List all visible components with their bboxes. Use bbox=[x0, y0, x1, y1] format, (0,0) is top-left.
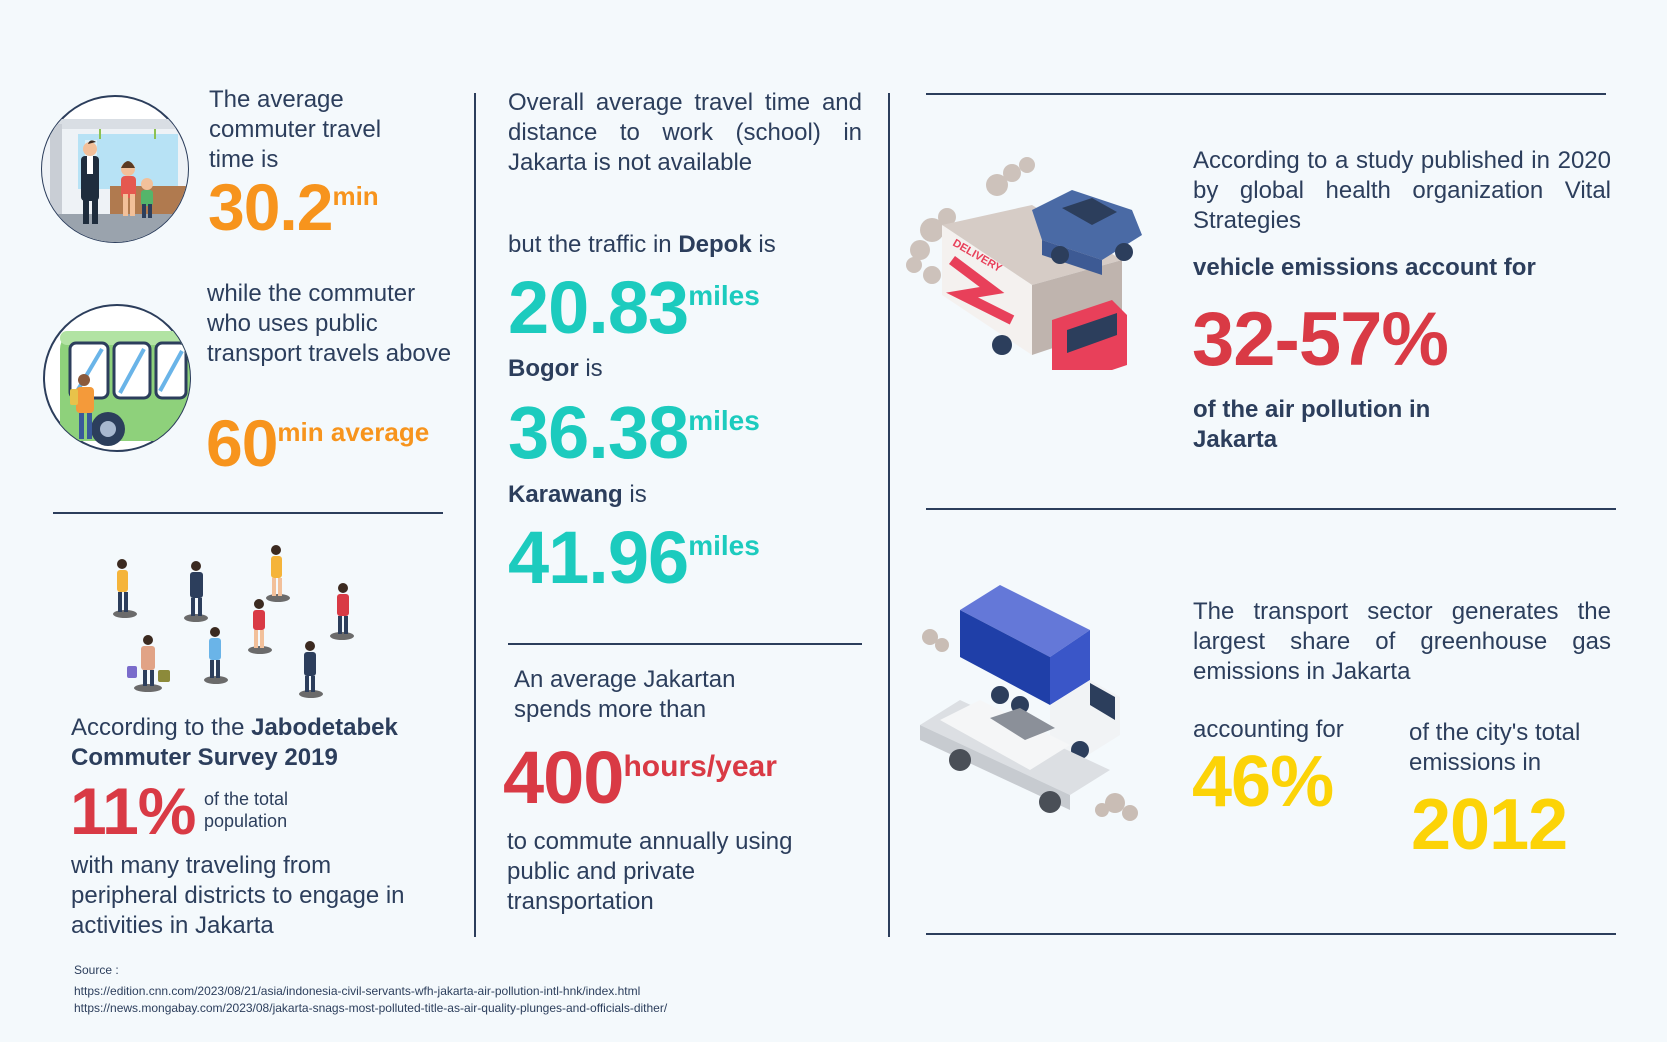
spend-intro: An average Jakartan spends more than bbox=[514, 666, 736, 723]
col3-bottom-divider bbox=[926, 933, 1616, 935]
public-transport-intro: while the commuter who uses public trans… bbox=[207, 280, 452, 367]
survey-intro: According to the Jabodetabek Commuter Su… bbox=[71, 713, 451, 773]
karawang-intro: Karawang is bbox=[508, 480, 647, 510]
bogor-intro: Bogor is bbox=[508, 354, 603, 384]
crowd-people-icon bbox=[100, 542, 370, 702]
karawang-name: Karawang bbox=[508, 481, 623, 508]
col1-divider bbox=[53, 512, 443, 514]
spend-outro: to commute annually using public and pri… bbox=[507, 828, 793, 915]
col3-mid-divider bbox=[926, 508, 1616, 510]
bus-passenger-icon bbox=[42, 303, 192, 453]
spend-stat: 400hours/year bbox=[503, 740, 777, 816]
source-link-1[interactable]: https://edition.cnn.com/2023/08/21/asia/… bbox=[74, 984, 641, 998]
depok-intro: but the traffic in Depok is bbox=[508, 230, 776, 260]
avg-travel-stat: 30.2min bbox=[208, 172, 379, 242]
spend-unit: hours/year bbox=[623, 750, 777, 783]
public-transport-unit: min average bbox=[277, 417, 430, 447]
source-label: Source : bbox=[74, 963, 119, 977]
delivery-truck-car-icon: DELIVERY bbox=[902, 155, 1172, 395]
bogor-stat: 36.38miles bbox=[508, 395, 760, 471]
overall-text: Overall average travel time and distance… bbox=[508, 89, 862, 176]
karawang-is: is bbox=[622, 481, 647, 508]
depok-name: Depok bbox=[678, 231, 752, 258]
survey-outro: with many traveling from peripheral dist… bbox=[71, 852, 405, 939]
accounting-text: accounting for bbox=[1193, 716, 1344, 743]
source-link-2[interactable]: https://news.mongabay.com/2023/08/jakart… bbox=[74, 1001, 668, 1015]
survey-unit: of the total population bbox=[204, 789, 289, 831]
karawang-unit: miles bbox=[688, 530, 760, 561]
train-commuters-icon bbox=[40, 94, 190, 244]
bogor-name: Bogor bbox=[508, 355, 579, 382]
col3-top-divider bbox=[926, 93, 1606, 95]
avg-travel-unit: min bbox=[332, 181, 379, 211]
depok-stat: 20.83miles bbox=[508, 270, 760, 346]
col-divider-right bbox=[888, 93, 890, 937]
depok-value: 20.83 bbox=[508, 266, 689, 349]
bogor-unit: miles bbox=[688, 405, 760, 436]
transport-text: The transport sector generates the large… bbox=[1193, 598, 1611, 685]
city-text: of the city's total emissions in bbox=[1409, 719, 1581, 776]
survey-value: 11% bbox=[70, 774, 196, 848]
bogor-is: is bbox=[578, 355, 603, 382]
public-transport-stat: 60min average bbox=[206, 408, 429, 478]
vehicle-text: vehicle emissions account for bbox=[1193, 254, 1536, 281]
survey-name: Jabodetabek Commuter Survey 2019 bbox=[71, 714, 398, 771]
bogor-value: 36.38 bbox=[508, 391, 689, 474]
avg-travel-intro: The average commuter travel time is bbox=[209, 86, 382, 173]
survey-intro-text: According to the bbox=[71, 714, 252, 741]
karawang-value: 41.96 bbox=[508, 516, 689, 599]
avg-travel-value: 30.2 bbox=[208, 170, 333, 244]
spend-value: 400 bbox=[503, 736, 624, 819]
study-text: According to a study published in 2020 b… bbox=[1193, 147, 1611, 234]
depok-is: is bbox=[751, 231, 776, 258]
traffic-intro-prefix: but the traffic in bbox=[508, 231, 679, 258]
emission-value: 32-57% bbox=[1192, 297, 1449, 382]
year-value: 2012 bbox=[1411, 785, 1568, 865]
karawang-stat: 41.96miles bbox=[508, 520, 760, 596]
depok-unit: miles bbox=[688, 280, 760, 311]
col-divider-left bbox=[474, 93, 476, 937]
truck-car-emissions-icon bbox=[920, 585, 1170, 830]
share-value: 46% bbox=[1192, 742, 1334, 822]
col2-divider bbox=[508, 643, 862, 645]
air-text: of the air pollution in Jakarta bbox=[1193, 396, 1431, 453]
public-transport-value: 60 bbox=[206, 406, 278, 480]
